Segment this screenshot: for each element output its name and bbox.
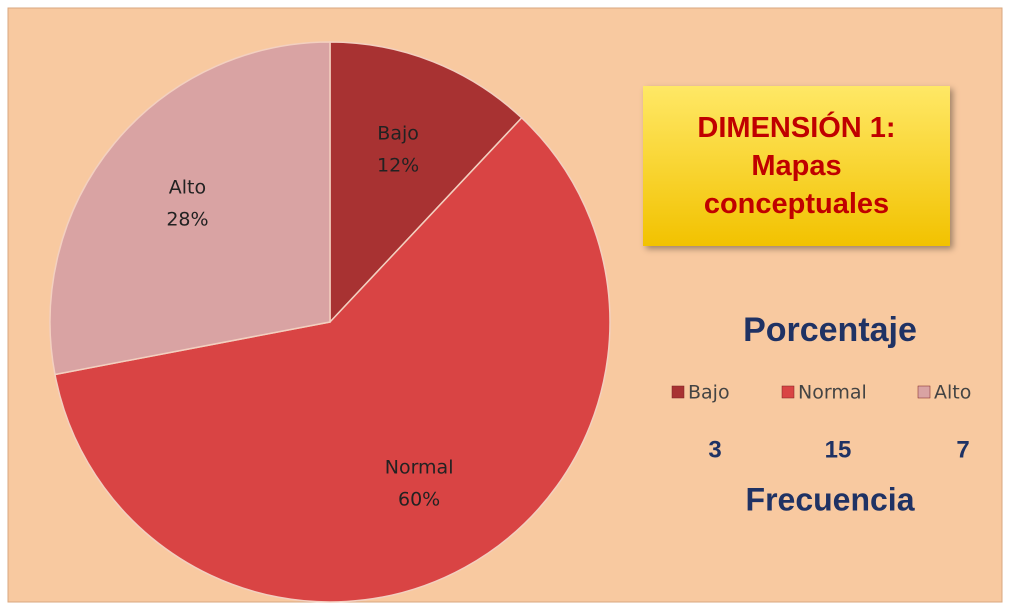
slice-value-label: 12% — [377, 154, 419, 176]
legend-swatch — [671, 385, 685, 399]
legend-swatch — [781, 385, 795, 399]
legend-label: Normal — [798, 382, 867, 404]
chart-title: DIMENSIÓN 1: Mapas conceptuales — [643, 86, 950, 246]
frequency-value: 3 — [708, 436, 721, 463]
frequency-value: 7 — [956, 436, 969, 463]
legend-swatch — [917, 385, 931, 399]
slice-value-label: 60% — [398, 489, 440, 511]
pie-slice — [49, 41, 331, 376]
frequency-value: 15 — [825, 436, 852, 463]
legend-title: Porcentaje — [743, 311, 917, 349]
legend-label: Bajo — [688, 382, 730, 404]
pie-slice — [329, 41, 523, 324]
slice-value-label: 28% — [166, 209, 208, 231]
frequency-label: Frecuencia — [746, 481, 915, 517]
slice-category-label: Bajo — [377, 122, 419, 144]
slice-category-label: Normal — [385, 457, 454, 479]
pie-slice — [54, 116, 611, 603]
legend-label: Alto — [934, 382, 971, 404]
slice-category-label: Alto — [169, 177, 206, 199]
